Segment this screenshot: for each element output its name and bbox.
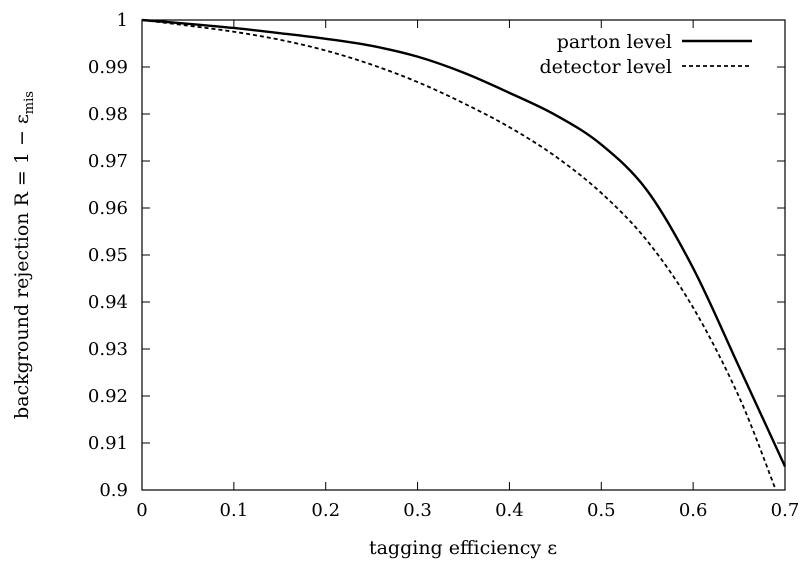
y-tick-label: 0.99: [88, 57, 128, 78]
series-layer: [141, 18, 787, 491]
x-axis: 0 0.1 0.2 0.3 0.4 0.5 0.6 0.7: [136, 20, 799, 521]
y-tick-label: 1: [117, 10, 128, 31]
legend-label-parton-level: parton level: [557, 31, 672, 53]
y-axis-label-subscript: mis: [22, 91, 37, 114]
y-tick-label: 0.92: [88, 386, 128, 407]
plot-frame: [141, 19, 786, 491]
y-tick-label: 0.95: [88, 245, 128, 266]
y-tick-label: 0.93: [88, 339, 128, 360]
y-tick-label: 0.97: [88, 151, 128, 172]
y-axis-label: background rejection R = 1 − εmis: [11, 91, 37, 419]
x-tick-label: 0.2: [311, 500, 340, 521]
series-line-parton-level: [141, 18, 787, 468]
y-tick-label: 0.94: [88, 292, 128, 313]
x-tick-label: 0: [136, 500, 147, 521]
y-tick-label: 0.98: [88, 104, 128, 125]
y-tick-label: 0.9: [99, 480, 128, 501]
y-axis: 0.9 0.91 0.92 0.93 0.94 0.95 0.96 0.97 0.98 0.99 1: [88, 10, 785, 501]
y-tick-label: 0.96: [88, 198, 128, 219]
x-tick-label: 0.5: [587, 500, 616, 521]
x-tick-label: 0.3: [403, 500, 432, 521]
series-line-detector-level: [141, 19, 777, 491]
x-tick-label: 0.7: [771, 500, 800, 521]
y-axis-label-main: background rejection R = 1 − ε: [11, 114, 33, 419]
x-tick-label: 0.4: [495, 500, 524, 521]
legend-label-detector-level: detector level: [540, 56, 673, 78]
y-tick-label: 0.91: [88, 433, 128, 454]
x-axis-label: tagging efficiency ε: [369, 537, 557, 559]
legend: parton level detector level: [540, 31, 752, 78]
x-tick-label: 0.1: [220, 500, 249, 521]
x-tick-label: 0.6: [679, 500, 708, 521]
